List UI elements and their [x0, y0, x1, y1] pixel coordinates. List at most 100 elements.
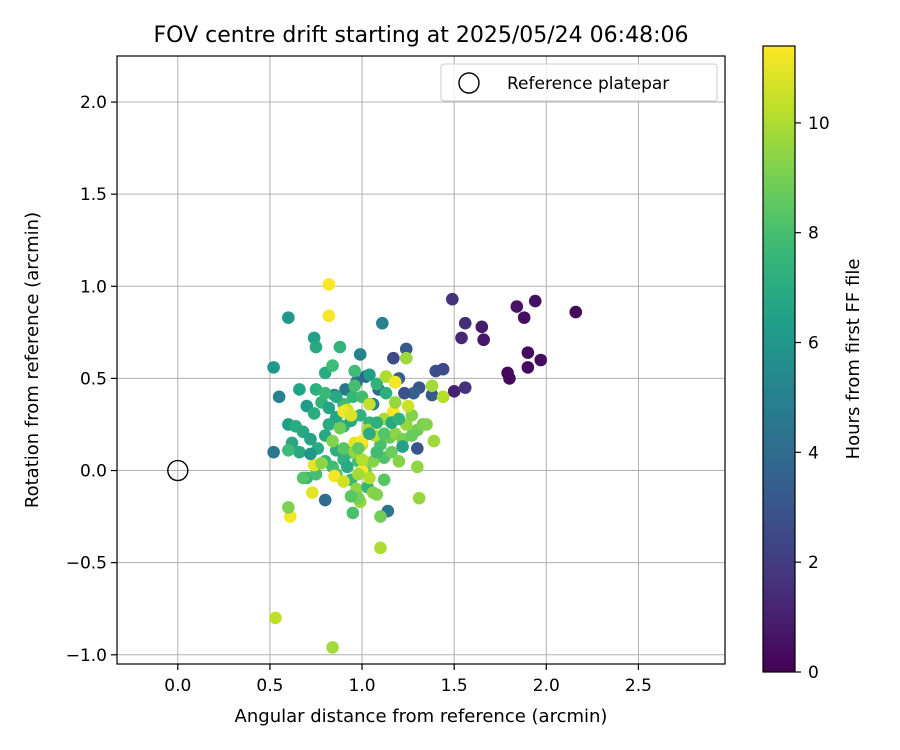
data-point	[296, 471, 310, 485]
data-point	[293, 445, 306, 459]
data-point	[353, 348, 367, 361]
data-point	[420, 418, 433, 431]
data-point	[521, 361, 535, 374]
data-point	[305, 486, 319, 499]
colorbar-frame	[762, 45, 796, 673]
data-point	[477, 333, 490, 347]
data-point	[503, 372, 516, 385]
data-point	[352, 442, 365, 455]
data-point	[363, 368, 376, 382]
data-point	[370, 488, 384, 501]
data-point	[267, 445, 280, 459]
colorbar-label: Hours from first FF file	[843, 259, 864, 460]
data-point	[341, 460, 354, 474]
data-point	[307, 407, 321, 420]
colorbar-tick-label: 6	[808, 334, 819, 354]
data-point	[355, 453, 369, 466]
data-point	[458, 316, 472, 330]
colorbar-tick-label: 2	[808, 553, 819, 573]
data-point	[475, 320, 489, 334]
data-point	[399, 342, 413, 356]
data-point	[304, 447, 317, 461]
data-point	[388, 375, 402, 389]
data-point	[333, 340, 347, 354]
data-point	[407, 386, 420, 400]
data-point	[374, 541, 387, 555]
plot-frame	[116, 55, 726, 665]
data-point	[510, 300, 524, 313]
data-point	[348, 379, 361, 393]
data-point	[318, 493, 332, 507]
data-point	[348, 364, 361, 378]
colorbar-tick-label: 4	[808, 443, 819, 463]
x-tick-label: 0.0	[164, 676, 191, 696]
data-point	[346, 506, 360, 520]
colorbar-tick-label: 8	[808, 224, 819, 244]
data-point	[425, 379, 439, 393]
data-point	[322, 309, 336, 323]
y-axis-label: Rotation from reference (arcmin)	[22, 212, 43, 508]
data-point	[411, 460, 424, 474]
data-point	[352, 467, 365, 481]
data-point	[293, 383, 306, 396]
data-point	[363, 471, 376, 485]
data-point	[374, 510, 387, 523]
data-point	[377, 473, 391, 487]
colorbar-ticks: 0 2 4 6 8 10	[795, 114, 830, 683]
data-point	[363, 427, 376, 440]
data-point	[333, 421, 347, 435]
colorbar-tick-label: 10	[808, 114, 830, 134]
data-point	[337, 442, 350, 455]
data-point	[396, 440, 409, 453]
y-axis-ticks: −1.0 −0.5 0.0 0.5 1.0 1.5 2.0	[66, 93, 117, 666]
data-point	[370, 416, 384, 429]
data-point	[388, 396, 402, 409]
reference-platepar-marker	[167, 459, 189, 482]
data-point	[455, 331, 468, 345]
data-point	[521, 346, 535, 359]
data-point	[411, 442, 424, 455]
data-point	[272, 390, 286, 404]
data-point	[528, 294, 542, 308]
data-point	[326, 359, 339, 372]
data-point	[353, 408, 367, 422]
data-point	[309, 340, 323, 354]
x-tick-label: 0.5	[256, 676, 283, 696]
legend: Reference platepar	[440, 63, 718, 102]
data-point	[377, 427, 391, 440]
reference-layer	[167, 459, 189, 482]
data-point	[399, 351, 413, 365]
chart-title: FOV centre drift starting at 2025/05/24 …	[154, 23, 689, 48]
data-point	[344, 490, 358, 503]
data-point	[304, 432, 317, 446]
legend-box	[440, 63, 718, 102]
x-tick-label: 1.5	[441, 676, 468, 696]
data-point	[346, 390, 360, 404]
x-axis-ticks: 0.0 0.5 1.0 1.5 2.0 2.5	[164, 664, 652, 696]
data-point	[392, 412, 406, 426]
data-point	[376, 316, 389, 330]
data-point	[412, 491, 426, 505]
y-tick-label: 0.0	[80, 462, 107, 482]
legend-reference-marker	[458, 72, 480, 94]
x-tick-label: 2.5	[625, 676, 652, 696]
data-point	[379, 386, 393, 400]
data-point	[282, 311, 295, 324]
colorbar	[763, 46, 795, 672]
data-point	[282, 443, 295, 457]
data-point	[458, 381, 472, 394]
y-tick-label: 2.0	[80, 93, 107, 113]
y-tick-label: 1.0	[80, 277, 107, 297]
legend-reference-label: Reference platepar	[507, 74, 669, 94]
x-axis-label: Angular distance from reference (arcmin)	[235, 706, 608, 727]
data-point	[379, 370, 393, 383]
data-point	[370, 445, 384, 459]
data-point	[427, 434, 441, 448]
data-point	[446, 292, 459, 306]
data-point	[337, 475, 350, 488]
x-tick-label: 2.0	[533, 676, 560, 696]
data-point	[282, 501, 295, 514]
data-point	[398, 386, 411, 400]
y-tick-label: 1.5	[80, 185, 107, 205]
